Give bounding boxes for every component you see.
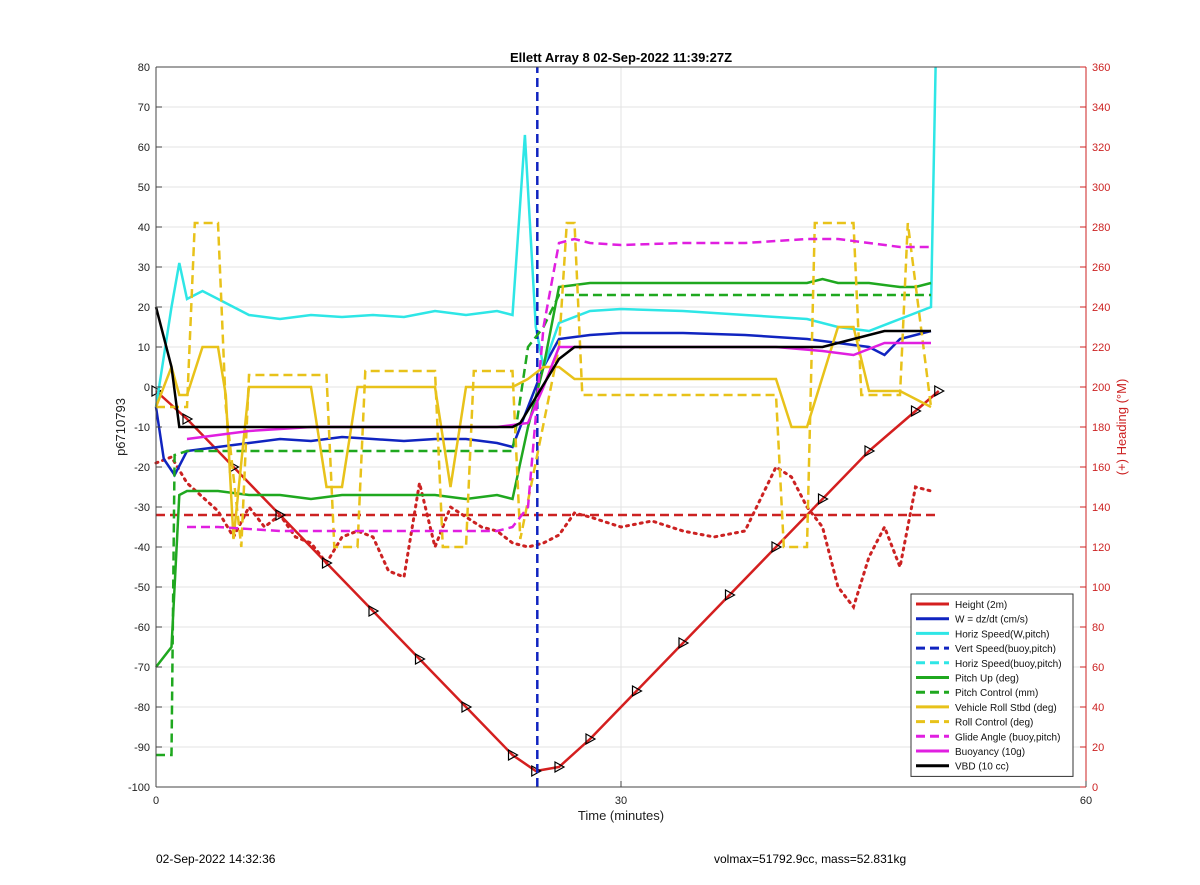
- y2-tick-label: 340: [1092, 102, 1110, 114]
- height-marker: [368, 604, 380, 618]
- height-marker: [507, 748, 519, 762]
- legend-label: Height (2m): [955, 600, 1007, 611]
- y-tick-label: -60: [134, 622, 150, 634]
- y-axis-label: p6710793: [113, 398, 128, 456]
- y2-tick-label: 140: [1092, 502, 1110, 514]
- y-tick-label: -100: [128, 782, 150, 794]
- legend-label: W = dz/dt (cm/s): [955, 615, 1028, 626]
- y-tick-label: 60: [138, 142, 150, 154]
- height-marker: [910, 404, 922, 418]
- y-tick-label: -70: [134, 662, 150, 674]
- legend: Height (2m) W = dz/dt (cm/s) Horiz Speed(W…: [910, 593, 1074, 777]
- y-tick-label: -20: [134, 462, 150, 474]
- legend-label: Horiz Speed(buoy,pitch): [955, 659, 1062, 670]
- series-11: [154, 306, 931, 429]
- y2-tick-label: 180: [1092, 422, 1110, 434]
- height-marker: [275, 508, 287, 522]
- footer-timestamp: 02-Sep-2022 14:32:36: [156, 852, 276, 866]
- y-tick-label: -80: [134, 702, 150, 714]
- series-1: [154, 329, 932, 478]
- y2-tick-label: 160: [1092, 462, 1110, 474]
- y2-tick-label: 0: [1092, 782, 1098, 794]
- y-tick-label: 50: [138, 182, 150, 194]
- chart-title: Ellett Array 8 02-Sep-2022 11:39:27Z: [510, 50, 732, 65]
- y2-tick-label: 100: [1092, 582, 1110, 594]
- y2-tick-label: 120: [1092, 542, 1110, 554]
- y-tick-label: -40: [134, 542, 150, 554]
- series-6: [156, 293, 931, 757]
- height-marker: [864, 444, 876, 458]
- y2-axis-label: (+) Heading (°M): [1114, 379, 1129, 476]
- height-marker: [554, 760, 566, 774]
- height-marker: [631, 684, 643, 698]
- y-tick-label: 80: [138, 62, 150, 74]
- series-layer: [151, 66, 945, 787]
- height-marker: [461, 700, 473, 714]
- height-marker: [771, 540, 783, 554]
- y2-tick-label: 20: [1092, 742, 1104, 754]
- series-7: [154, 325, 932, 540]
- series-0: [155, 390, 940, 773]
- x-tick-label: 30: [615, 795, 627, 807]
- y-tick-label: -30: [134, 502, 150, 514]
- height-marker: [585, 732, 597, 746]
- height-marker: [414, 652, 426, 666]
- legend-label: Glide Angle (buoy,pitch): [955, 732, 1060, 743]
- height-marker: [934, 384, 945, 398]
- y2-tick-label: 200: [1092, 382, 1110, 394]
- y-tick-label: 10: [138, 342, 150, 354]
- legend-label: Pitch Control (mm): [955, 688, 1038, 699]
- height-marker: [724, 588, 736, 602]
- y-tick-label: 70: [138, 102, 150, 114]
- y2-tick-label: 300: [1092, 182, 1110, 194]
- y-tick-label: -10: [134, 422, 150, 434]
- height-marker: [182, 412, 194, 426]
- legend-label: Buoyancy (10g): [955, 747, 1025, 758]
- y-tick-label: 40: [138, 222, 150, 234]
- y-tick-label: -90: [134, 742, 150, 754]
- legend-box: [910, 593, 1074, 777]
- height-marker: [678, 636, 690, 650]
- y2-tick-label: 280: [1092, 222, 1110, 234]
- y-tick-label: -50: [134, 582, 150, 594]
- legend-label: Pitch Up (deg): [955, 674, 1019, 685]
- legend-label: Vehicle Roll Stbd (deg): [955, 703, 1057, 714]
- y-tick-label: 20: [138, 302, 150, 314]
- y-tick-label: 30: [138, 262, 150, 274]
- x-tick-label: 0: [153, 795, 159, 807]
- y2-tick-label: 60: [1092, 662, 1104, 674]
- y2-tick-label: 240: [1092, 302, 1110, 314]
- legend-label: Roll Control (deg): [955, 718, 1033, 729]
- series-9: [187, 237, 931, 533]
- y2-tick-label: 360: [1092, 62, 1110, 74]
- y2-tick-label: 260: [1092, 262, 1110, 274]
- axes-layer: -100-90-80-70-60-50-40-30-20-10010203040…: [128, 62, 1110, 807]
- footer-volmax-mass: volmax=51792.9cc, mass=52.831kg: [714, 852, 907, 866]
- legend-label: VBD (10 cc): [955, 762, 1009, 773]
- y2-tick-label: 320: [1092, 142, 1110, 154]
- legend-label: Horiz Speed(W,pitch): [955, 629, 1049, 640]
- height-marker: [321, 556, 333, 570]
- series-8: [156, 221, 933, 549]
- y-tick-label: 0: [144, 382, 150, 394]
- heading-series-0: [154, 455, 933, 611]
- legend-label: Vert Speed(buoy,pitch): [955, 644, 1056, 655]
- x-tick-label: 60: [1080, 795, 1092, 807]
- height-marker: [817, 492, 829, 506]
- y2-tick-label: 220: [1092, 342, 1110, 354]
- x-axis-label: Time (minutes): [578, 808, 664, 823]
- y2-tick-label: 40: [1092, 702, 1104, 714]
- y2-tick-label: 80: [1092, 622, 1104, 634]
